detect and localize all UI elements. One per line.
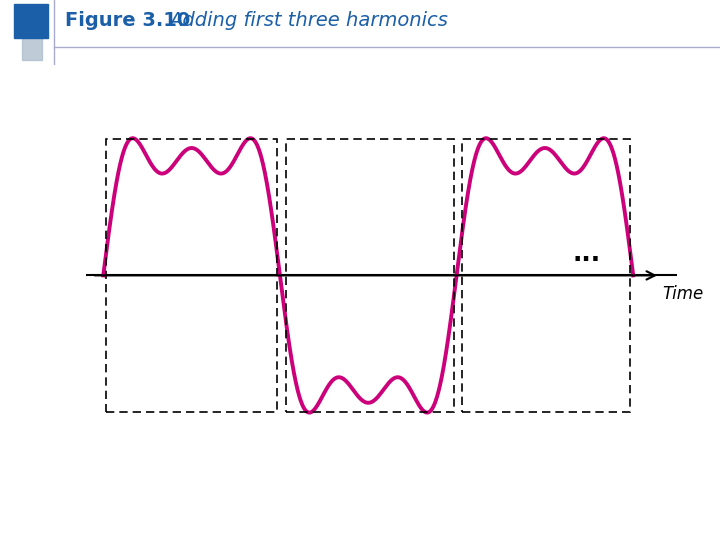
Text: Adding first three harmonics: Adding first three harmonics bbox=[169, 11, 448, 30]
Text: Time: Time bbox=[662, 285, 704, 302]
Bar bbox=[106, 139, 277, 411]
Bar bbox=[462, 139, 631, 411]
Text: Figure 3.10: Figure 3.10 bbox=[65, 11, 190, 30]
Text: ...: ... bbox=[573, 242, 601, 266]
Bar bbox=[22, 35, 42, 59]
Bar bbox=[14, 4, 48, 38]
Bar bbox=[286, 139, 454, 411]
